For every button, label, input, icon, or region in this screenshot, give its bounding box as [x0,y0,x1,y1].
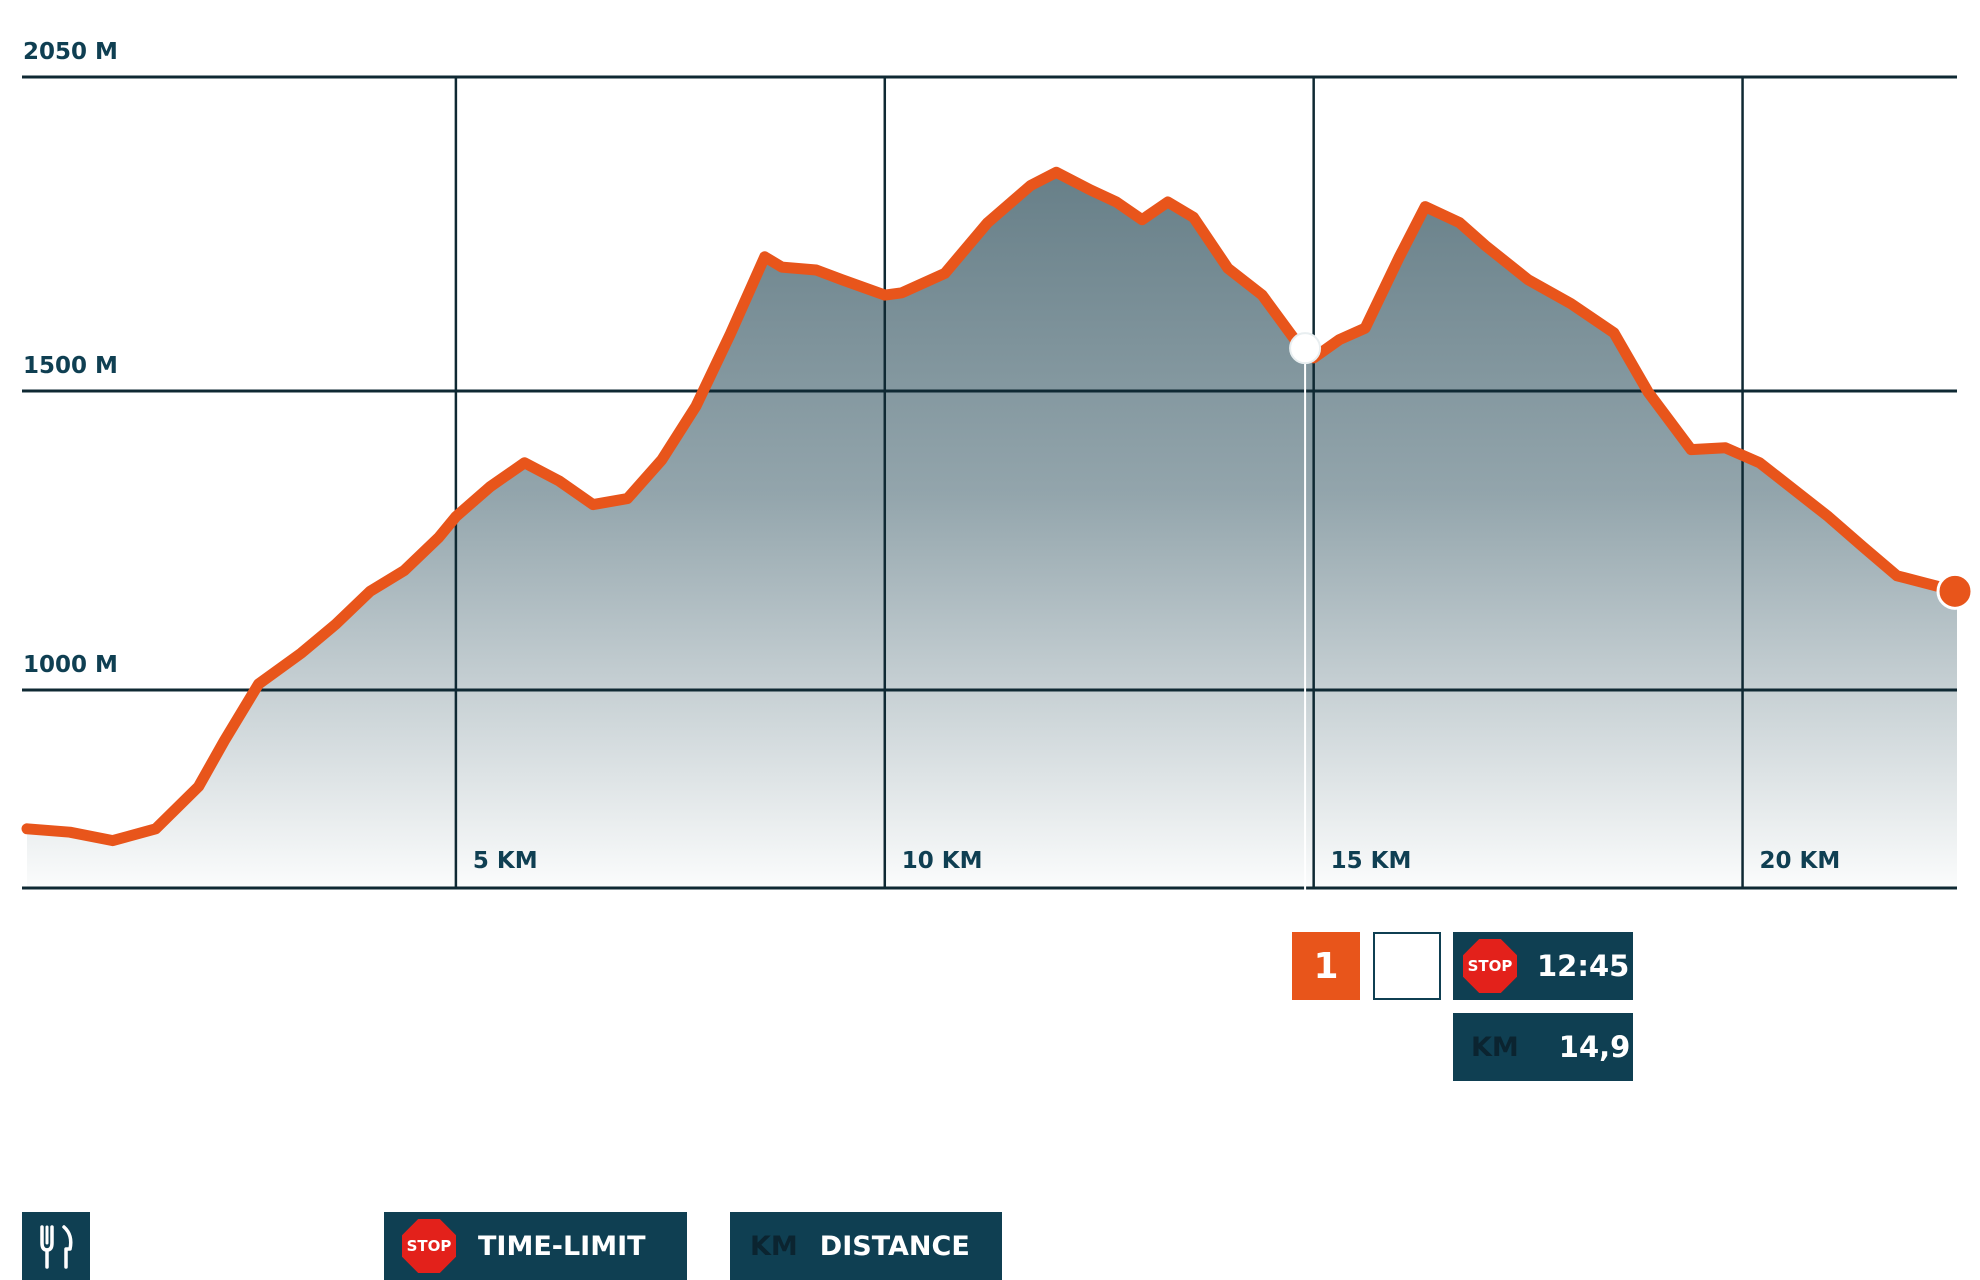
legend-time-limit: STOP TIME-LIMIT [384,1212,687,1280]
x-tick-label: 15 KM [1331,848,1412,874]
km-value: 14,9 [1558,1030,1631,1064]
legend-distance: KM DISTANCE [730,1212,1002,1280]
checkpoint-marker [1289,332,1322,365]
start-marker [11,753,43,786]
checkpoint-number: 1 [1313,945,1339,987]
y-tick-label: 1500 M [23,353,118,379]
elevation-area [27,172,1957,889]
finish-marker [1936,572,1974,610]
time-limit-box: STOP 12:45 [1453,932,1633,1000]
fork-knife-icon [40,1225,73,1269]
legend-stop-text: STOP [406,1237,452,1255]
elevation-line [21,166,1963,847]
x-tick-label: 5 KM [473,848,538,874]
time-limit-value: 12:45 [1537,949,1630,983]
checkpoint-number-badge: 1 [1292,932,1360,1000]
distance-box: KM 14,9 [1453,1013,1633,1081]
legend-distance-label: DISTANCE [819,1230,970,1262]
legend-km-label: KM [750,1230,798,1262]
legend-time-limit-label: TIME-LIMIT [478,1230,646,1262]
stop-sign-icon: STOP [402,1219,456,1273]
km-label: KM [1471,1031,1519,1063]
y-tick-label: 1000 M [23,652,118,678]
x-tick-label: 20 KM [1760,848,1841,874]
x-tick-label: 10 KM [902,848,983,874]
stop-sign-icon: STOP [1463,939,1517,993]
checkpoint-empty-box [1373,932,1441,1000]
stop-sign-text: STOP [1467,957,1513,975]
legend-food [22,1212,90,1280]
y-tick-label: 2050 M [23,39,118,65]
